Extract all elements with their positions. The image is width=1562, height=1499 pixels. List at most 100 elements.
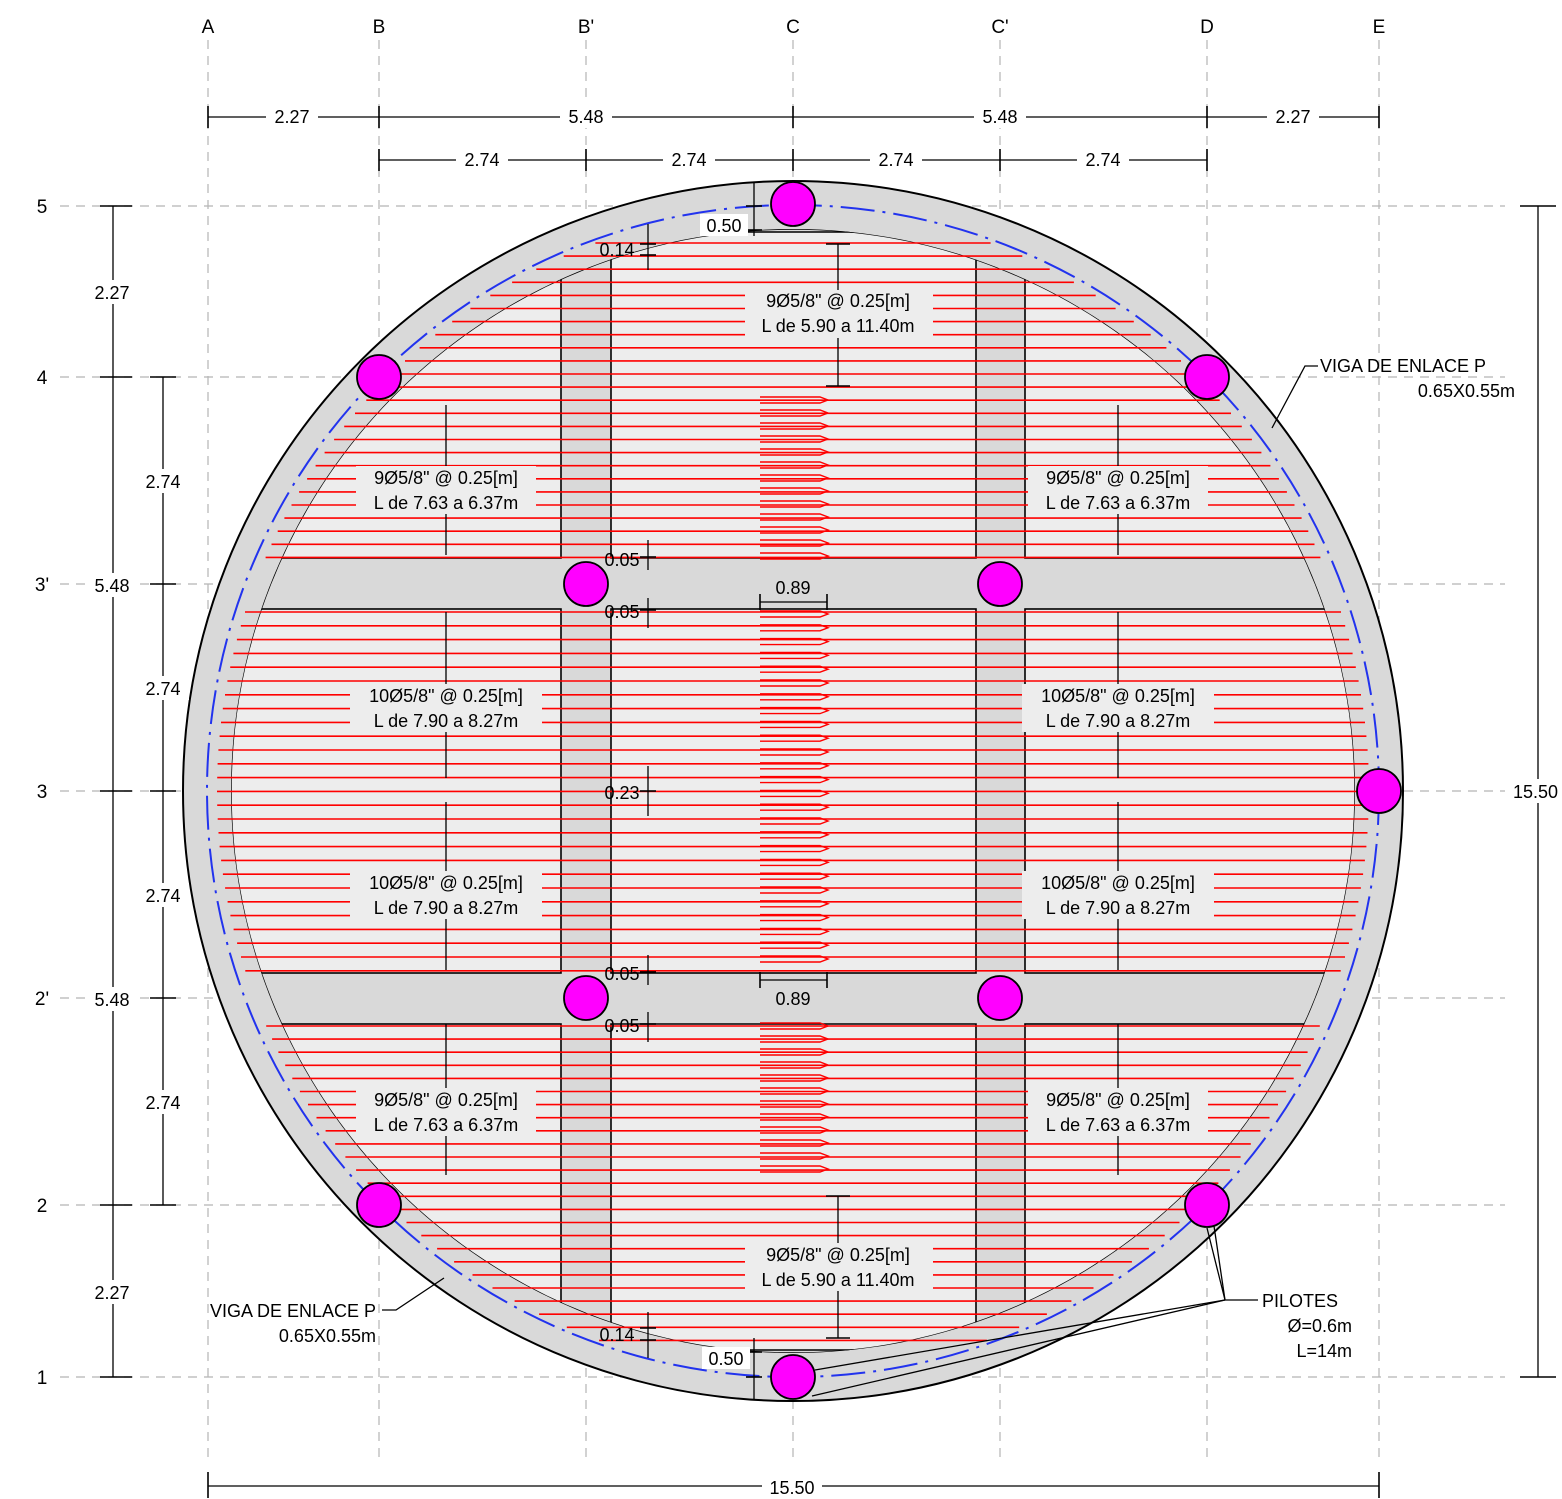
rebar-splice bbox=[760, 637, 830, 646]
rebar-splice-marks bbox=[760, 396, 830, 1173]
rebar-splice bbox=[760, 955, 830, 963]
rebar-splice bbox=[760, 844, 830, 853]
dim-top-major-3: 5.48 bbox=[982, 107, 1017, 127]
grid-label-C: C bbox=[786, 17, 800, 38]
rebar-label-bottom-center-1: 9Ø5/8" @ 0.25[m] bbox=[766, 1245, 910, 1265]
dim-top-minor-2: 2.74 bbox=[671, 150, 706, 170]
dim-top-minor-4: 2.74 bbox=[1085, 150, 1120, 170]
grid-label-3-prime: 3' bbox=[35, 575, 49, 596]
dim-top-major-4: 2.27 bbox=[1275, 107, 1310, 127]
dim-gap-center: 0.23 bbox=[604, 783, 639, 803]
rebar-label-mid-upper-left-2: L de 7.90 a 8.27m bbox=[374, 711, 518, 731]
dim-top-minor-3: 2.74 bbox=[878, 150, 913, 170]
rebar-splice bbox=[760, 487, 830, 495]
callout-piles-2: Ø=0.6m bbox=[1287, 1316, 1352, 1336]
dim-splice-lower: 0.89 bbox=[775, 989, 810, 1009]
dim-left-minor-4: 2.74 bbox=[145, 1093, 180, 1113]
rebar-splice bbox=[760, 539, 830, 547]
rebar-splice bbox=[760, 513, 830, 521]
grid-label-D: D bbox=[1200, 17, 1214, 38]
rebar-splice bbox=[760, 1165, 830, 1173]
rebar-splice bbox=[760, 886, 830, 894]
pile bbox=[977, 975, 1023, 1021]
callout-beam-right-2: 0.65X0.55m bbox=[1418, 381, 1515, 401]
rebar-splice bbox=[760, 1126, 830, 1134]
grid-label-C-prime: C' bbox=[991, 17, 1008, 38]
dim-left-minor-3: 2.74 bbox=[145, 886, 180, 906]
rebar-splice bbox=[760, 474, 830, 482]
pile bbox=[1184, 354, 1230, 400]
dim-gap-2p-upper: 0.05 bbox=[604, 964, 639, 984]
rebar-label-mid-lower-left-1: 10Ø5/8" @ 0.25[m] bbox=[369, 873, 523, 893]
dim-overall-right: 15.50 bbox=[1513, 782, 1558, 802]
rebar-splice bbox=[760, 748, 830, 756]
rebar-splice bbox=[760, 651, 830, 660]
rebar-splice bbox=[760, 409, 830, 417]
rebar-splice bbox=[760, 913, 830, 922]
dim-left-major-1: 2.27 bbox=[94, 283, 129, 303]
pile bbox=[356, 354, 402, 400]
rebar-splice bbox=[760, 775, 830, 784]
rebar-splice bbox=[760, 624, 830, 632]
rebar-splice bbox=[760, 734, 830, 742]
pile bbox=[563, 975, 609, 1021]
grid-labels: A B B' C C' D E 5 4 3' 3 2' 2 1 bbox=[35, 17, 1385, 1389]
rebar-label-lower-left-2: L de 7.63 a 6.37m bbox=[374, 1115, 518, 1135]
dim-gap-2p-lower: 0.05 bbox=[604, 1016, 639, 1036]
dim-left-minor-2: 2.74 bbox=[145, 679, 180, 699]
rebar-labels: 9Ø5/8" @ 0.25[m] L de 5.90 a 11.40m 9Ø5/… bbox=[350, 290, 1214, 1291]
rebar-splice bbox=[760, 1074, 830, 1082]
rebar-splice bbox=[760, 1048, 830, 1056]
callout-beam-left-2: 0.65X0.55m bbox=[279, 1326, 376, 1346]
rebar-splice bbox=[760, 706, 830, 715]
pile bbox=[977, 561, 1023, 607]
rebar-label-top-center-1: 9Ø5/8" @ 0.25[m] bbox=[766, 291, 910, 311]
rebar-label-mid-upper-left-1: 10Ø5/8" @ 0.25[m] bbox=[369, 686, 523, 706]
rebar-splice bbox=[760, 1035, 830, 1043]
top-dimensions: 2.27 5.48 5.48 2.27 2.74 2.74 2.74 2.74 bbox=[207, 104, 1380, 171]
rebar-splice bbox=[760, 1139, 830, 1147]
dim-gap-3p-upper: 0.05 bbox=[604, 550, 639, 570]
callout-piles-3: L=14m bbox=[1296, 1341, 1352, 1361]
callout-beam-right-1: VIGA DE ENLACE P bbox=[1320, 356, 1486, 376]
grid-label-B-prime: B' bbox=[578, 17, 594, 38]
rebar-splice bbox=[760, 422, 830, 430]
rebar-splice bbox=[760, 803, 830, 811]
rebar-splice bbox=[760, 720, 830, 729]
rebar-splice bbox=[760, 927, 830, 936]
pile bbox=[1356, 768, 1402, 814]
callout-piles-1: PILOTES bbox=[1262, 1291, 1338, 1311]
rebar-splice bbox=[760, 1061, 830, 1069]
rebar-label-upper-right-1: 9Ø5/8" @ 0.25[m] bbox=[1046, 468, 1190, 488]
rebar-label-bottom-center-2: L de 5.90 a 11.40m bbox=[761, 1270, 914, 1290]
rebar-splice bbox=[760, 1022, 830, 1030]
rebar-label-mid-lower-left-2: L de 7.90 a 8.27m bbox=[374, 898, 518, 918]
piles bbox=[356, 181, 1402, 1400]
grid-label-B: B bbox=[373, 17, 386, 38]
rebar-label-lower-right-1: 9Ø5/8" @ 0.25[m] bbox=[1046, 1090, 1190, 1110]
dim-left-minor-1: 2.74 bbox=[145, 472, 180, 492]
grid-label-1: 1 bbox=[37, 1368, 48, 1389]
dim-cover-bottom: 0.14 bbox=[599, 1325, 634, 1345]
rebar-splice bbox=[760, 858, 830, 867]
grid-label-2: 2 bbox=[37, 1196, 48, 1217]
dim-top-minor-1: 2.74 bbox=[464, 150, 499, 170]
pile bbox=[770, 1354, 816, 1400]
rebar-label-lower-right-2: L de 7.63 a 6.37m bbox=[1046, 1115, 1190, 1135]
panel-top-center bbox=[610, 231, 977, 559]
rebar-label-lower-left-1: 9Ø5/8" @ 0.25[m] bbox=[374, 1090, 518, 1110]
rebar-splice bbox=[760, 762, 830, 770]
pile bbox=[1184, 1182, 1230, 1228]
rebar-label-upper-left-2: L de 7.63 a 6.37m bbox=[374, 493, 518, 513]
dim-slab-edge-top: 0.50 bbox=[706, 216, 741, 236]
overall-dimensions: 15.50 15.50 bbox=[207, 205, 1562, 1498]
grid-label-A: A bbox=[202, 17, 215, 38]
rebar-splice bbox=[760, 396, 830, 404]
rebar-splice bbox=[760, 448, 830, 456]
rebar-splice bbox=[760, 872, 830, 880]
rebar-splice bbox=[760, 1152, 830, 1160]
grid-label-2-prime: 2' bbox=[35, 989, 49, 1010]
rebar-label-upper-right-2: L de 7.63 a 6.37m bbox=[1046, 493, 1190, 513]
rebar-label-top-center-2: L de 5.90 a 11.40m bbox=[761, 316, 914, 336]
dim-left-major-3: 5.48 bbox=[94, 990, 129, 1010]
